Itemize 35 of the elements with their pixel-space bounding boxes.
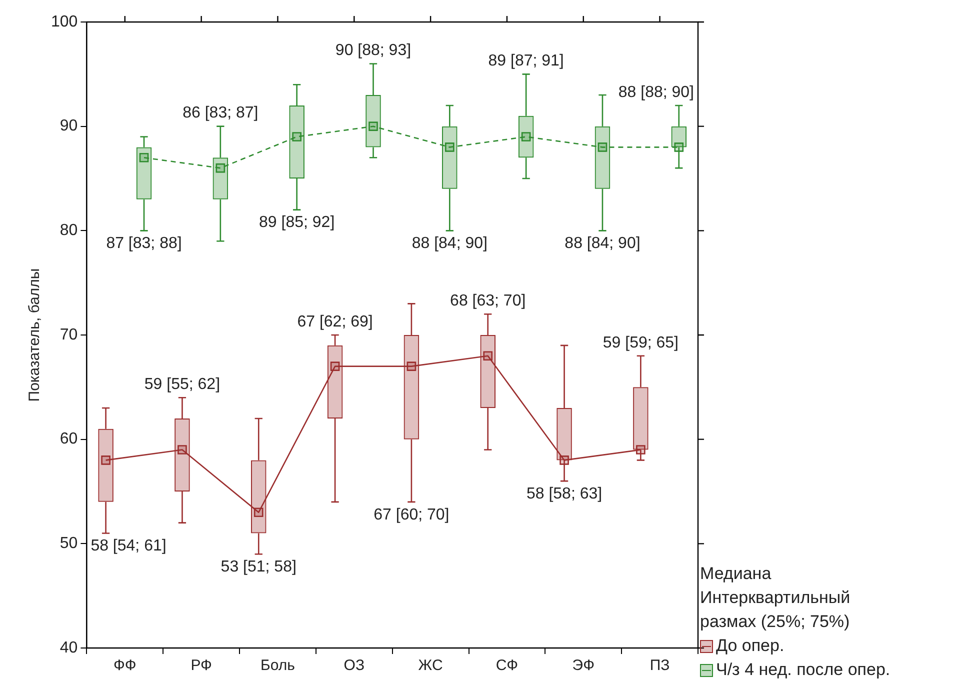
x-tick-label: Боль [260, 657, 296, 674]
legend-title: Медиана Интерквартильный размах (25%; 75%) [700, 563, 852, 633]
annotation: 58 [54; 61] [90, 538, 166, 555]
annotation: 88 [88; 90] [618, 84, 694, 101]
annotation: 89 [85; 92] [259, 214, 335, 232]
x-tick-label: ФФ [113, 657, 136, 674]
y-tick-label: 50 [60, 535, 78, 552]
annotation: 59 [59; 65] [602, 334, 679, 352]
x-tick-label: РФ [190, 657, 212, 674]
y-tick-label: 90 [60, 118, 78, 135]
x-tick-label: ОЗ [344, 657, 365, 674]
annotation: 68 [63; 70] [450, 292, 526, 310]
annotation: 53 [51; 58] [220, 558, 296, 576]
annotation: 58 [58; 63] [526, 485, 602, 502]
annotation: 88 [84; 90] [564, 235, 640, 252]
x-tick-label: СФ [496, 657, 518, 674]
y-tick-label: 70 [60, 326, 78, 344]
y-tick-label: 40 [60, 639, 78, 656]
legend-label: Ч/з 4 нед. после опер. [716, 659, 890, 681]
annotation: 88 [84; 90] [412, 235, 488, 252]
x-tick-label: ЖС [418, 657, 443, 674]
annotation: 67 [62; 69] [297, 313, 373, 330]
y-tick-label: 60 [60, 430, 78, 448]
x-tick-label: ПЗ [650, 657, 670, 674]
y-tick-label: 100 [50, 13, 78, 30]
x-tick-label: ЭФ [572, 657, 594, 674]
annotation: 86 [83; 87] [182, 104, 258, 122]
annotation: 89 [87; 91] [488, 52, 564, 70]
legend-label: До опер. [716, 635, 784, 657]
annotation: 90 [88; 93] [335, 42, 412, 60]
y-axis-title: Показатель, баллы [26, 268, 44, 402]
y-tick-label: 80 [60, 222, 78, 240]
annotation: 59 [55; 62] [144, 376, 220, 394]
annotation: 87 [83; 88] [106, 235, 182, 252]
annotation: 67 [60; 70] [374, 506, 450, 524]
